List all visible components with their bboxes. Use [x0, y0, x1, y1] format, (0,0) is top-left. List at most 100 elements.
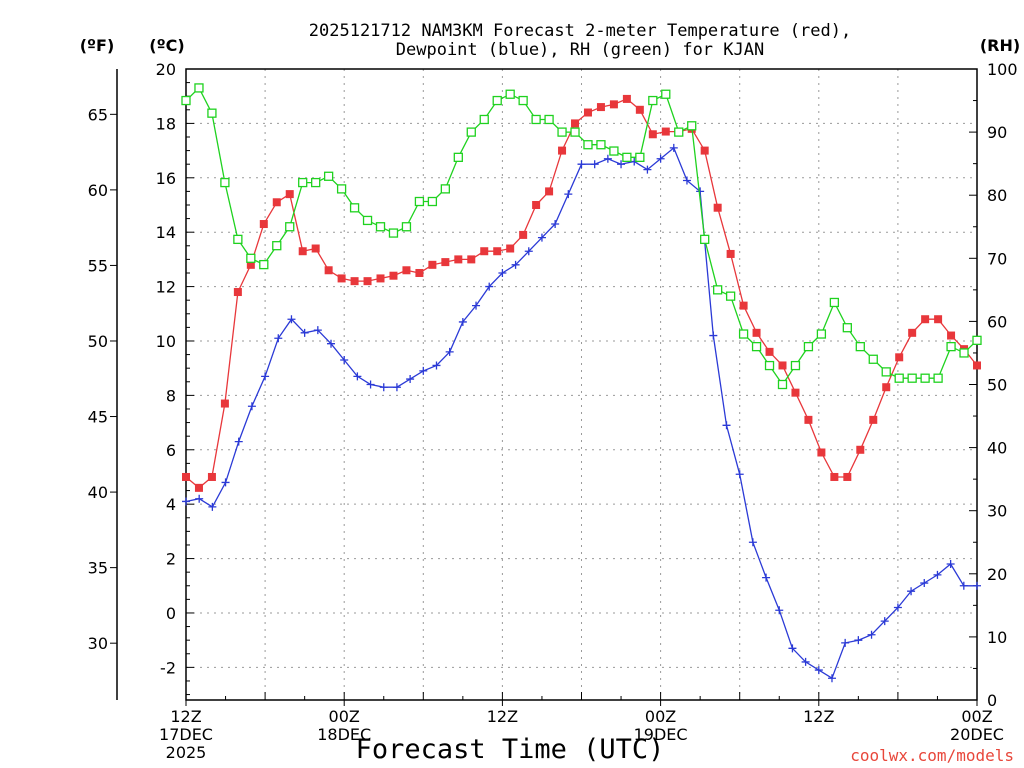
celsius-tick-label: 12 — [156, 278, 176, 297]
temperature-point — [558, 146, 567, 155]
temperature-point — [869, 415, 878, 424]
dewpoint-point — [709, 331, 718, 340]
temperature-point — [285, 190, 294, 199]
x-axis-label: Forecast Time (UTC) — [356, 734, 665, 765]
dewpoint-point — [617, 160, 626, 169]
rh-tick-label: 30 — [987, 502, 1007, 521]
rh-point — [505, 89, 515, 99]
temperature-point — [506, 244, 515, 253]
rh-point — [427, 196, 438, 207]
rh-point — [272, 241, 282, 251]
dewpoint-point — [762, 573, 771, 582]
dewpoint-point — [472, 301, 481, 310]
rh-point — [829, 297, 840, 308]
fahrenheit-tick-label: 40 — [88, 483, 108, 502]
dewpoint-point — [419, 366, 428, 375]
dewpoint-point — [340, 356, 349, 365]
dewpoint-point — [313, 326, 322, 335]
rh-point — [764, 360, 775, 371]
temperature-point — [908, 328, 917, 337]
temperature-point — [739, 301, 748, 310]
x-tick-label: 17DEC — [159, 725, 213, 744]
rh-point — [570, 127, 580, 137]
temperature-point — [182, 472, 190, 481]
temperature-point — [311, 244, 320, 253]
celsius-tick-label: 16 — [156, 169, 176, 188]
celsius-tick-label: 8 — [166, 386, 176, 405]
celsius-tick-label: 20 — [156, 60, 176, 79]
dewpoint-point — [893, 603, 902, 612]
rh-point — [751, 341, 762, 352]
temperature-point — [207, 472, 216, 481]
rh-point — [907, 373, 917, 383]
rh-point — [816, 329, 827, 339]
rh-point — [323, 171, 334, 181]
dewpoint-point — [221, 478, 230, 487]
celsius-tick-label: -2 — [160, 658, 176, 677]
rh-point — [725, 291, 736, 301]
temperature-point — [778, 361, 787, 370]
rh-point — [194, 83, 204, 93]
temperature-point — [791, 388, 800, 397]
dewpoint-point — [656, 154, 665, 163]
dewpoint-point — [537, 233, 546, 242]
dewpoint-point — [485, 282, 494, 291]
rh-point — [259, 259, 269, 270]
temperature-point — [830, 472, 839, 481]
celsius-tick-label: 6 — [166, 441, 176, 460]
x-tick-label: 00Z — [961, 707, 992, 726]
dewpoint-point — [261, 372, 270, 381]
rh-point — [349, 203, 360, 213]
dewpoint-point — [366, 380, 375, 389]
temperature-point — [973, 361, 981, 370]
x-tick-label: 00Z — [329, 707, 360, 726]
dewpoint-point — [841, 638, 850, 647]
temperature-point — [583, 108, 592, 117]
rh-point — [868, 354, 878, 364]
temperature-point — [519, 230, 528, 239]
rh-tick-label: 10 — [987, 628, 1007, 647]
temperature-point — [648, 130, 657, 139]
fahrenheit-tick-label: 45 — [88, 408, 108, 427]
dewpoint-point — [854, 636, 863, 645]
rh-point — [362, 215, 373, 226]
rh-tick-label: 90 — [987, 123, 1007, 142]
rh-point — [518, 95, 528, 106]
celsius-tick-label: 18 — [156, 114, 176, 133]
rh-point — [246, 253, 256, 263]
dewpoint-point — [458, 317, 467, 326]
rh-point — [440, 184, 450, 194]
rh-point — [220, 177, 230, 188]
fahrenheit-tick-label: 55 — [88, 256, 108, 275]
dewpoint-point — [327, 339, 336, 348]
temperature-point — [843, 472, 852, 481]
dewpoint-point — [643, 165, 652, 174]
temperature-point — [571, 119, 580, 128]
x-tick-label: 20DEC — [950, 725, 1004, 744]
rh-point — [687, 121, 697, 131]
dewpoint-point — [353, 372, 362, 381]
temperature-point — [480, 247, 489, 256]
chart-title-line2: Dewpoint (blue), RH (green) for KJAN — [396, 40, 764, 60]
x-tick-label: 19DEC — [634, 725, 688, 744]
dewpoint-point — [511, 260, 520, 269]
rh-point — [596, 140, 606, 150]
dewpoint-point — [182, 497, 190, 506]
rh-point — [479, 114, 489, 125]
dewpoint-point — [603, 154, 612, 163]
temperature-point — [402, 266, 411, 275]
x-tick-label: 18DEC — [317, 725, 371, 744]
fahrenheit-tick-label: 65 — [88, 105, 108, 124]
fahrenheit-tick-label: 50 — [88, 332, 108, 351]
celsius-unit-label: (ºC) — [149, 36, 184, 55]
temperature-point — [194, 483, 203, 492]
temperature-point — [596, 103, 605, 112]
dewpoint-point — [551, 220, 560, 229]
rh-point — [544, 114, 554, 125]
temperature-point — [376, 274, 385, 283]
rh-tick-label: 50 — [987, 376, 1007, 395]
temperature-point — [661, 127, 670, 136]
rh-point — [842, 323, 852, 333]
x-tick-label: 12Z — [170, 707, 201, 726]
temperature-point — [856, 445, 865, 454]
